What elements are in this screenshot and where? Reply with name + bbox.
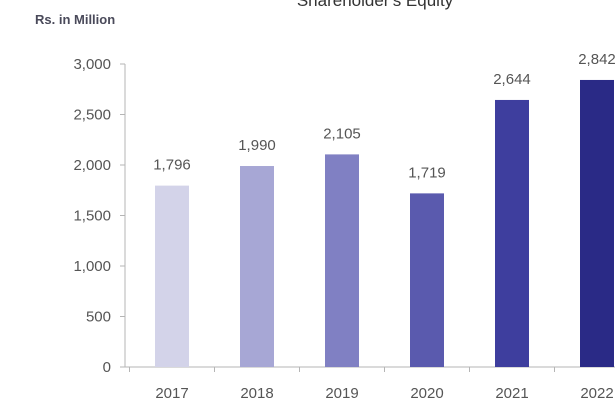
data-label-2019: 2,105 bbox=[323, 125, 361, 142]
y-tick-label: 2,000 bbox=[73, 157, 111, 174]
y-tick-label: 0 bbox=[103, 359, 111, 376]
x-tick-label-2022: 2022 bbox=[580, 385, 613, 402]
x-tick-label-2020: 2020 bbox=[410, 385, 443, 402]
data-label-2017: 1,796 bbox=[153, 157, 191, 174]
bar-2022 bbox=[580, 79, 614, 367]
y-tick-label: 1,000 bbox=[73, 258, 111, 275]
axes: 0 500 1,000 1,500 2,000 2,500 3,000 2017 2018 201… bbox=[73, 56, 615, 402]
data-label-2020: 1,719 bbox=[408, 164, 446, 181]
bar-2021 bbox=[495, 99, 529, 368]
y-tick-label: 1,500 bbox=[73, 208, 111, 225]
y-tick-label: 2,500 bbox=[73, 107, 111, 124]
x-tick-label-2017: 2017 bbox=[155, 385, 188, 402]
bar-2020 bbox=[410, 193, 444, 367]
chart-title: Shareholder's Equity bbox=[297, 0, 454, 10]
y-axis-unit-label: Rs. in Million bbox=[35, 12, 115, 27]
bar-2018 bbox=[240, 166, 274, 367]
x-tick-label-2021: 2021 bbox=[495, 385, 528, 402]
y-tick-label: 500 bbox=[86, 309, 111, 326]
data-label-2018: 1,990 bbox=[238, 137, 276, 154]
x-tick-label-2018: 2018 bbox=[240, 385, 273, 402]
bars bbox=[155, 79, 614, 368]
data-labels: 1,796 1,990 2,105 1,719 2,644 2,842 bbox=[153, 51, 615, 181]
x-tick-label-2019: 2019 bbox=[325, 385, 358, 402]
data-label-2021: 2,644 bbox=[493, 71, 531, 88]
bar-2017 bbox=[155, 185, 189, 367]
bar-2019 bbox=[325, 154, 359, 367]
y-tick-label: 3,000 bbox=[73, 56, 111, 73]
data-label-2022: 2,842 bbox=[578, 51, 615, 68]
